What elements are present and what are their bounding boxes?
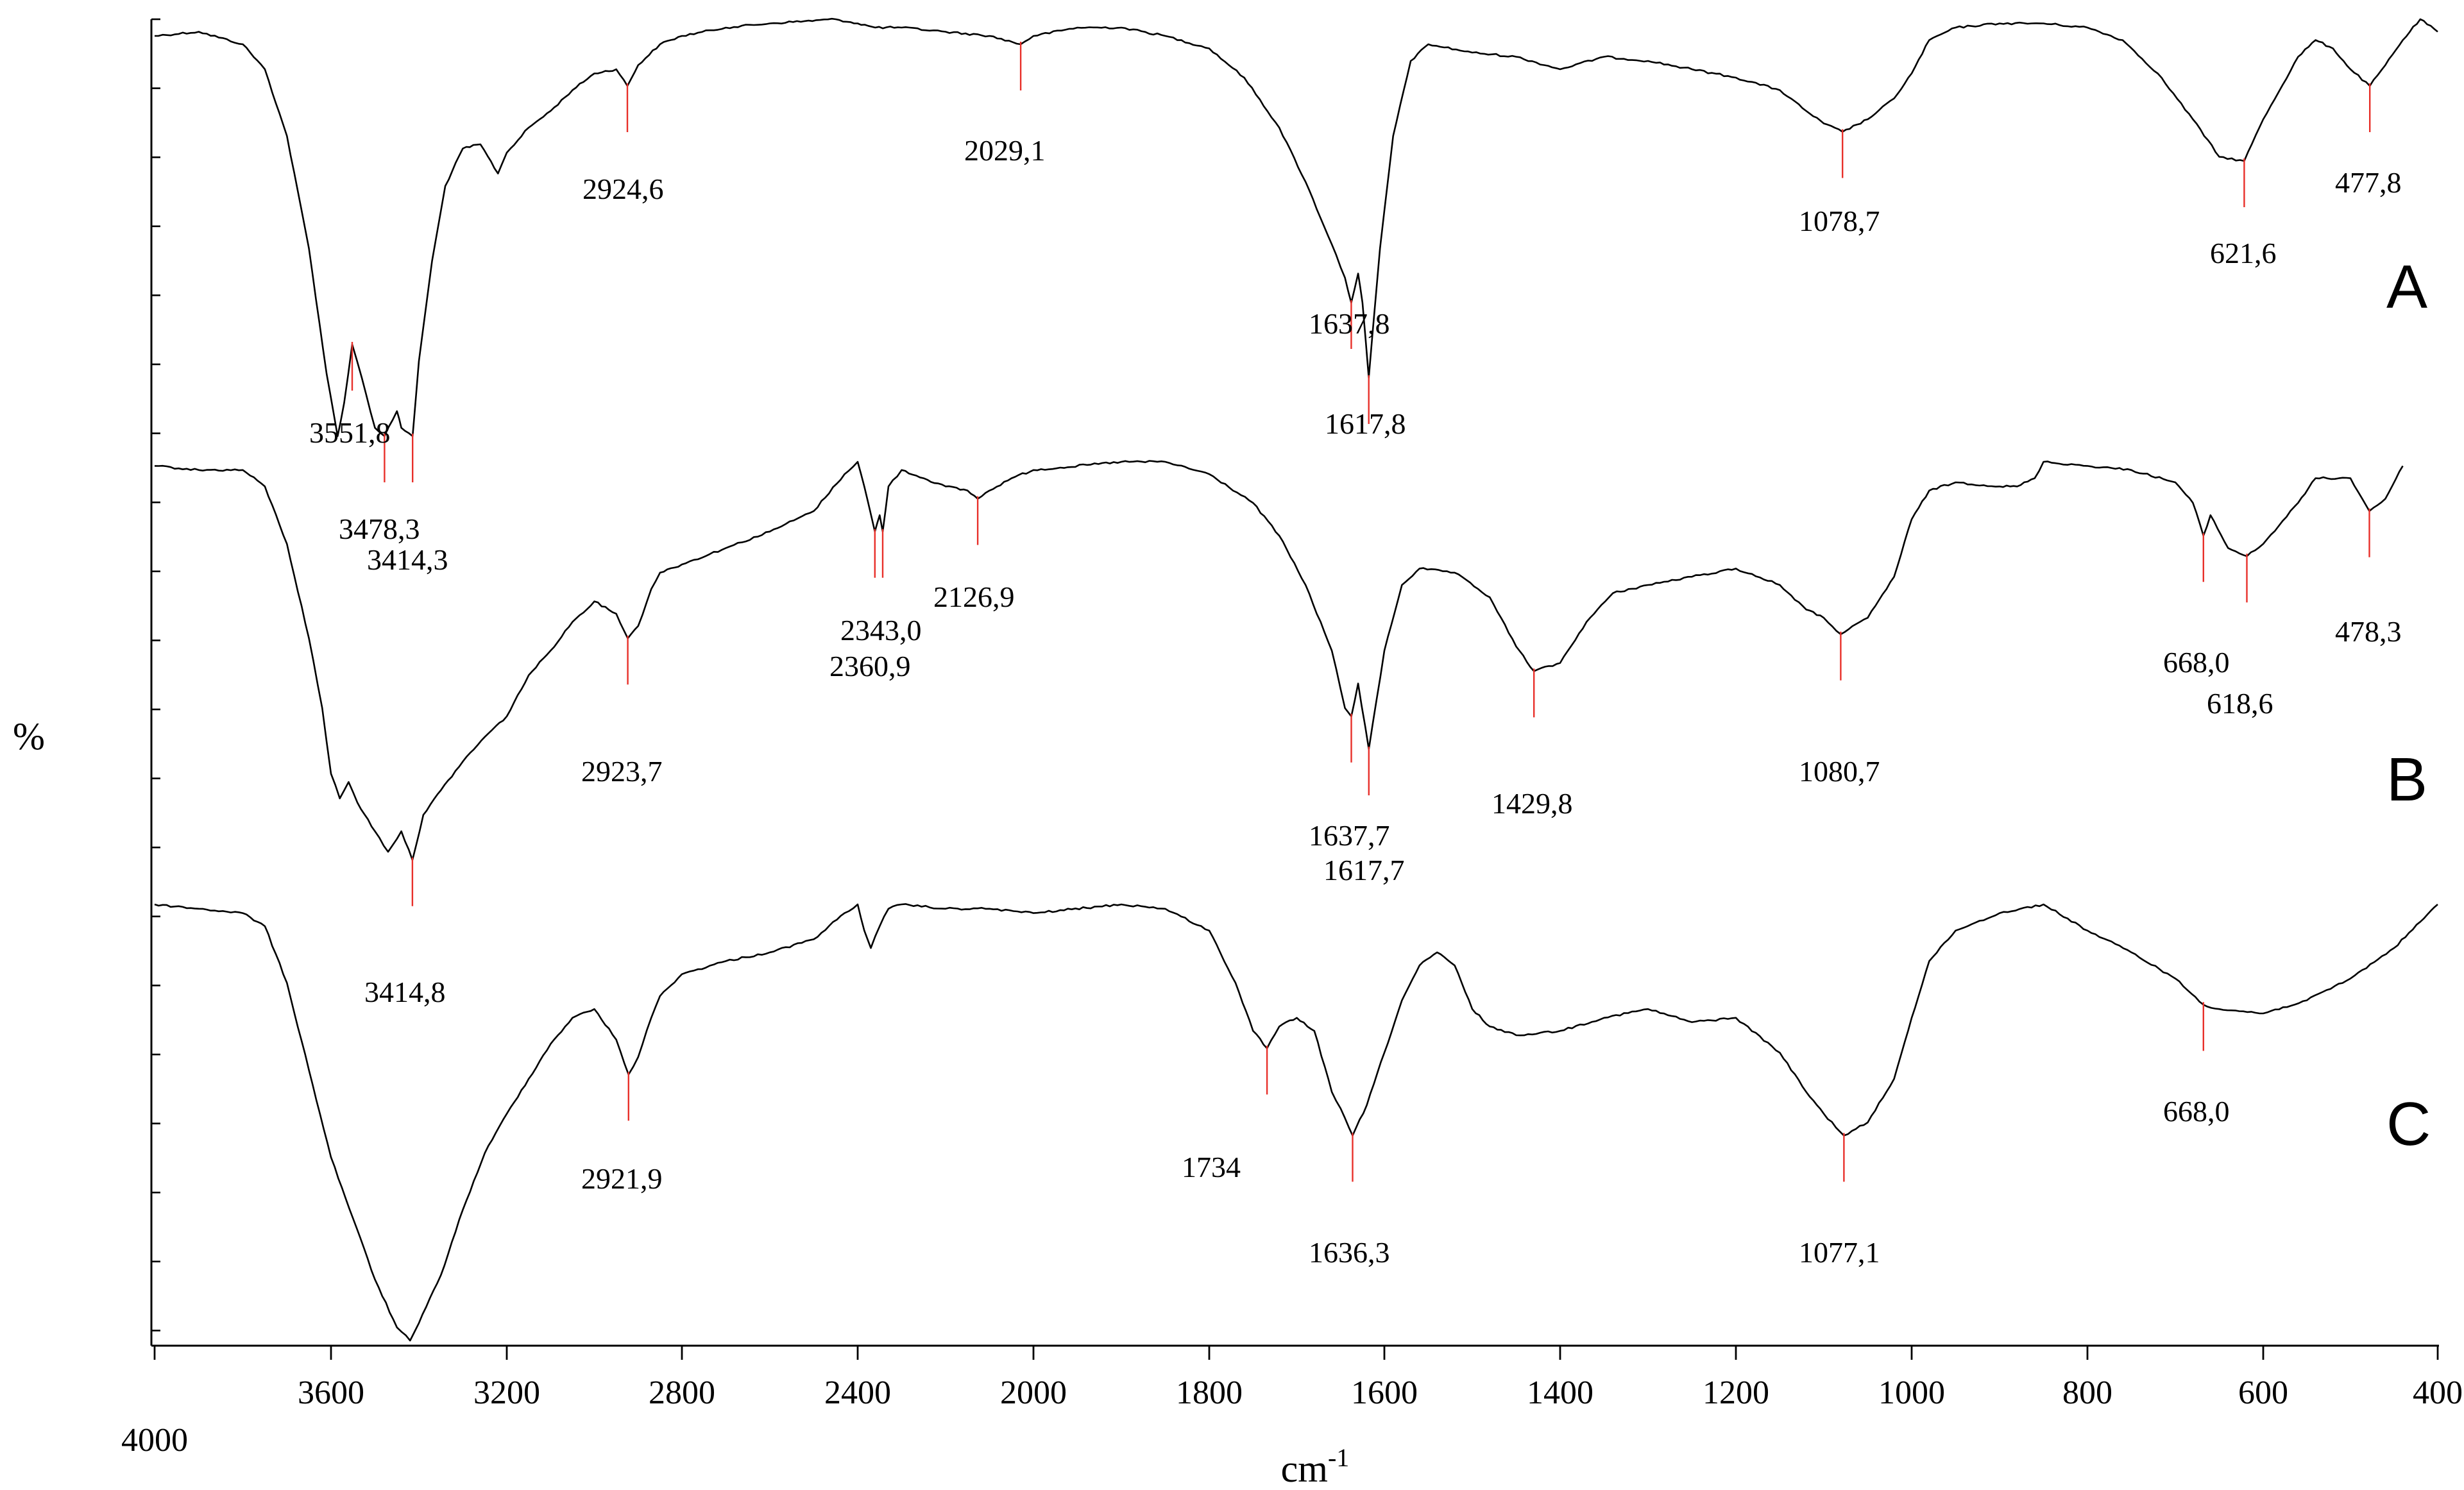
peak-label-a-9: 477,8 xyxy=(2335,166,2402,199)
peak-label-c-23: 1734 xyxy=(1182,1151,1241,1183)
peak-label-a-4: 2029,1 xyxy=(964,134,1046,167)
x-tick-label-1800: 1800 xyxy=(1176,1375,1243,1411)
peak-markers-layer xyxy=(351,42,2371,1182)
x-tick-label-600: 600 xyxy=(2238,1375,2288,1411)
peak-label-b-19: 668,0 xyxy=(2163,646,2230,679)
peak-label-a-7: 1078,7 xyxy=(1799,205,1880,237)
peak-label-a-3: 2924,6 xyxy=(582,173,664,205)
peak-label-c-24: 1636,3 xyxy=(1309,1236,1390,1269)
trace-c xyxy=(154,903,2438,1342)
peak-label-a-8: 621,6 xyxy=(2210,237,2277,269)
peak-label-a-1: 3478,3 xyxy=(339,512,420,545)
x-tick-label-800: 800 xyxy=(2062,1375,2112,1411)
x-tick-label-3600: 3600 xyxy=(298,1375,364,1411)
axes-layer xyxy=(150,18,2439,1360)
series-label-c: C xyxy=(2386,1090,2431,1158)
peak-label-b-16: 1617,7 xyxy=(1323,854,1405,886)
x-axis-label: cm-1 xyxy=(1281,1443,1350,1487)
peak-label-b-13: 2343,0 xyxy=(840,614,922,647)
series-label-a: A xyxy=(2386,253,2427,321)
x-tick-label-1200: 1200 xyxy=(1703,1375,1769,1411)
peak-label-b-14: 2126,9 xyxy=(933,580,1015,613)
x-tick-label-2400: 2400 xyxy=(824,1375,891,1411)
x-tick-label-1400: 1400 xyxy=(1527,1375,1593,1411)
peak-label-b-21: 478,3 xyxy=(2335,615,2402,648)
peak-label-b-17: 1429,8 xyxy=(1491,787,1573,820)
x-tick-label-1000: 1000 xyxy=(1878,1375,1945,1411)
peak-label-b-10: 3414,8 xyxy=(364,976,446,1008)
x-tick-label-2000: 2000 xyxy=(1000,1375,1067,1411)
peak-label-b-18: 1080,7 xyxy=(1799,755,1880,788)
peak-label-b-20: 618,6 xyxy=(2207,687,2273,720)
peak-label-a-2: 3414,3 xyxy=(367,543,448,576)
y-axis-label: % xyxy=(13,715,45,758)
x-tick-label-4000: 4000 xyxy=(121,1422,188,1459)
series-label-b: B xyxy=(2386,745,2427,814)
x-tick-label-2800: 2800 xyxy=(649,1375,715,1411)
peak-label-b-11: 2923,7 xyxy=(581,755,663,788)
peak-label-c-25: 1077,1 xyxy=(1799,1236,1880,1269)
peak-label-a-5: 1637,8 xyxy=(1309,307,1390,340)
peak-label-a-0: 3551,8 xyxy=(309,416,391,449)
peak-label-a-6: 1617,8 xyxy=(1325,407,1406,440)
peak-label-b-12: 2360,9 xyxy=(829,650,911,682)
x-tick-label-3200: 3200 xyxy=(473,1375,540,1411)
peak-label-c-26: 668,0 xyxy=(2163,1095,2230,1128)
peak-label-c-22: 2921,9 xyxy=(581,1162,663,1195)
trace-a xyxy=(154,17,2438,437)
traces-layer xyxy=(154,17,2438,1342)
peak-label-b-15: 1637,7 xyxy=(1309,819,1390,852)
x-tick-label-400: 400 xyxy=(2413,1375,2463,1411)
trace-b xyxy=(154,460,2404,861)
x-tick-label-1600: 1600 xyxy=(1351,1375,1418,1411)
